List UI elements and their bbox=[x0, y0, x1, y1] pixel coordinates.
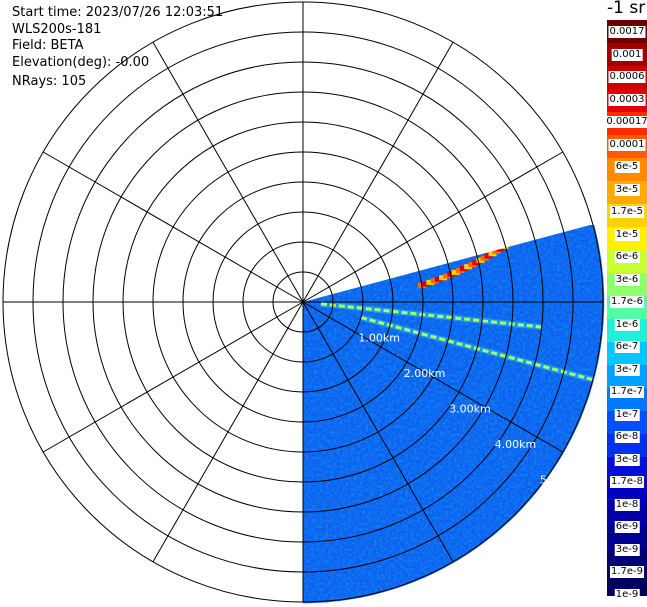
streak-cell-0 bbox=[439, 275, 448, 281]
azimuth-spoke bbox=[42, 301, 304, 453]
colorbar-tick-label: 1e-9 bbox=[614, 589, 640, 601]
scan-info: Start time: 2023/07/26 12:03:51 WLS200s-… bbox=[12, 5, 223, 91]
nrays: NRays: 105 bbox=[12, 74, 87, 89]
streak-cell-0 bbox=[515, 233, 524, 239]
streak-cell-0 bbox=[476, 257, 485, 263]
streak-cell-0 bbox=[426, 279, 435, 285]
colorbar-tick-label: 1.7e-6 bbox=[609, 296, 645, 309]
streak-line-1 bbox=[320, 302, 542, 329]
colorbar-tick-label: 0.0003 bbox=[608, 93, 646, 106]
azimuth-spoke bbox=[152, 301, 304, 563]
azimuth-spoke bbox=[302, 151, 564, 303]
streak-cell-0 bbox=[472, 260, 481, 266]
range-label: 5.00km bbox=[540, 473, 582, 486]
streak-cell-0 bbox=[434, 276, 443, 282]
azimuth-spoke bbox=[302, 301, 564, 453]
azimuth-spoke bbox=[152, 41, 304, 303]
colorbar-tick-label: 3e-8 bbox=[614, 453, 640, 466]
colorbar-tick-label: 0.00017 bbox=[605, 116, 647, 129]
colorbar-tick-label: 1.7e-9 bbox=[609, 566, 645, 579]
colorbar-tick-label: 0.001 bbox=[611, 48, 643, 61]
colorbar-title: -1 sr bbox=[607, 0, 646, 18]
colorbar-tick-label: 6e-5 bbox=[614, 161, 640, 174]
colorbar-tick-label: 3e-6 bbox=[614, 273, 640, 286]
streak-glow-1 bbox=[320, 300, 542, 331]
range-label: 3.00km bbox=[449, 402, 491, 415]
streak-cell-0 bbox=[512, 236, 521, 242]
colorbar-tick-label: 6e-6 bbox=[614, 251, 640, 264]
field-name: Field: BETA bbox=[12, 38, 84, 53]
range-label: 2.00km bbox=[404, 367, 446, 380]
colorbar: 0.0017 0.001 0.0006 0.0003 0.00017 0.0001 6e-5… bbox=[605, 20, 647, 605]
streak-cell-0 bbox=[443, 273, 452, 279]
colorbar-tick-label: 1.7e-5 bbox=[609, 206, 645, 219]
colorbar-tick-label: 3e-9 bbox=[614, 543, 640, 556]
colorbar-tick-label: 1e-7 bbox=[614, 408, 640, 421]
colorbar-tick-label: 1e-8 bbox=[614, 498, 640, 511]
streak-cell-0 bbox=[430, 278, 439, 284]
streak-cell-0 bbox=[519, 230, 528, 236]
azimuth-spoke bbox=[302, 41, 454, 303]
colorbar-tick-label: 6e-8 bbox=[614, 431, 640, 444]
streak-cell-0 bbox=[464, 264, 473, 270]
colorbar-tick-label: 1.7e-7 bbox=[609, 386, 645, 399]
colorbar-tick-label: 3e-7 bbox=[614, 363, 640, 376]
colorbar-tick-label: 6e-9 bbox=[614, 521, 640, 534]
azimuth-spoke bbox=[42, 151, 304, 303]
colorbar-tick-label: 0.0001 bbox=[608, 138, 646, 151]
instrument-name: WLS200s-181 bbox=[12, 21, 102, 37]
colorbar-tick-label: 0.0017 bbox=[608, 26, 646, 38]
colorbar-tick-label: 6e-7 bbox=[614, 341, 640, 354]
range-label: 4.00km bbox=[495, 438, 537, 451]
azimuth-spoke bbox=[302, 301, 454, 563]
colorbar-tick-label: 0.0006 bbox=[608, 71, 646, 84]
streak-cell-0 bbox=[500, 244, 509, 249]
colorbar-tick-label: 3e-5 bbox=[614, 183, 640, 196]
colorbar-tick-label: 1.7e-8 bbox=[609, 476, 645, 489]
streak-cell-0 bbox=[422, 281, 431, 287]
streak-cell-0 bbox=[447, 271, 456, 277]
streak-cell-0 bbox=[451, 269, 460, 275]
streak-cell-0 bbox=[460, 266, 468, 272]
data-sector bbox=[303, 225, 605, 604]
range-labels: 1.00km 2.00km 3.00km 4.00km 5.00km bbox=[358, 332, 581, 487]
streak-cell-0 bbox=[455, 268, 464, 274]
colorbar-tick-label: 1e-5 bbox=[614, 228, 640, 241]
azimuth-spokes bbox=[3, 2, 603, 602]
streak-cell-0 bbox=[508, 238, 517, 244]
start-time: Start time: 2023/07/26 12:03:51 bbox=[12, 5, 224, 20]
range-label: 1.00km bbox=[358, 332, 400, 345]
colorbar-tick-label: 1e-6 bbox=[614, 318, 640, 331]
elevation: Elevation(deg): -0.00 bbox=[12, 54, 150, 70]
streak-cell-0 bbox=[523, 228, 532, 234]
